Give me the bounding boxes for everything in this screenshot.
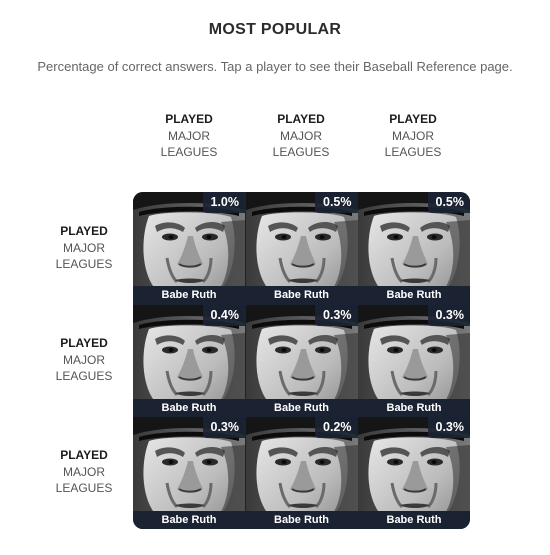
percentage-badge: 0.3%: [315, 304, 358, 326]
column-header-line1: PLAYED: [277, 112, 325, 126]
percentage-badge: 0.5%: [315, 192, 358, 213]
grid-cell-r3-c2[interactable]: 0.2% Babe Ruth: [245, 417, 358, 529]
grid-cell-r2-c1[interactable]: 0.4% Babe Ruth: [133, 304, 245, 417]
column-header-3: PLAYED MAJOR LEAGUES: [357, 111, 469, 161]
grid-cell-r2-c2[interactable]: 0.3% Babe Ruth: [245, 304, 358, 417]
column-header-line2: MAJOR: [280, 128, 322, 143]
grid-cell-r3-c1[interactable]: 0.3% Babe Ruth: [133, 417, 245, 529]
percentage-badge: 0.3%: [427, 417, 470, 438]
column-header-line3: LEAGUES: [160, 145, 218, 159]
column-header-line1: PLAYED: [165, 112, 213, 126]
row-header-line2: MAJOR: [63, 464, 105, 479]
player-name: Babe Ruth: [133, 398, 245, 417]
row-header-line1: PLAYED: [60, 224, 108, 238]
row-header-line2: MAJOR: [63, 240, 105, 255]
row-header-3: PLAYED MAJOR LEAGUES: [40, 447, 128, 497]
answer-grid: 1.0% Babe Ruth 0.5% Babe Ruth 0.5% Babe …: [133, 192, 470, 529]
grid-cell-r2-c3[interactable]: 0.3% Babe Ruth: [358, 304, 470, 417]
row-header-1: PLAYED MAJOR LEAGUES: [40, 223, 128, 273]
player-name: Babe Ruth: [133, 286, 245, 304]
percentage-badge: 0.2%: [315, 417, 358, 438]
column-header-line1: PLAYED: [389, 112, 437, 126]
percentage-badge: 0.4%: [202, 304, 245, 326]
column-header-line2: MAJOR: [168, 128, 210, 143]
percentage-badge: 0.3%: [427, 304, 470, 326]
row-header-2: PLAYED MAJOR LEAGUES: [40, 335, 128, 385]
grid-cell-r1-c1[interactable]: 1.0% Babe Ruth: [133, 192, 245, 304]
row-header-line3: LEAGUES: [55, 369, 113, 383]
percentage-badge: 1.0%: [202, 192, 245, 213]
row-header-line1: PLAYED: [60, 448, 108, 462]
row-header-line2: MAJOR: [63, 352, 105, 367]
column-header-1: PLAYED MAJOR LEAGUES: [133, 111, 245, 161]
column-header-line2: MAJOR: [392, 128, 434, 143]
row-header-line3: LEAGUES: [55, 481, 113, 495]
player-name: Babe Ruth: [245, 286, 358, 304]
player-name: Babe Ruth: [358, 398, 470, 417]
percentage-badge: 0.5%: [427, 192, 470, 213]
grid-cell-r3-c3[interactable]: 0.3% Babe Ruth: [358, 417, 470, 529]
column-header-line3: LEAGUES: [272, 145, 330, 159]
player-name: Babe Ruth: [358, 511, 470, 529]
player-name: Babe Ruth: [133, 511, 245, 529]
percentage-badge: 0.3%: [202, 417, 245, 438]
column-header-2: PLAYED MAJOR LEAGUES: [245, 111, 357, 161]
player-name: Babe Ruth: [245, 398, 358, 417]
page-title: MOST POPULAR: [208, 21, 342, 38]
column-header-line3: LEAGUES: [384, 145, 442, 159]
row-header-line3: LEAGUES: [55, 257, 113, 271]
page-subtitle: Percentage of correct answers. Tap a pla…: [37, 59, 513, 74]
row-header-line1: PLAYED: [60, 336, 108, 350]
player-name: Babe Ruth: [245, 511, 358, 529]
player-name: Babe Ruth: [358, 286, 470, 304]
grid-cell-r1-c3[interactable]: 0.5% Babe Ruth: [358, 192, 470, 304]
grid-cell-r1-c2[interactable]: 0.5% Babe Ruth: [245, 192, 358, 304]
